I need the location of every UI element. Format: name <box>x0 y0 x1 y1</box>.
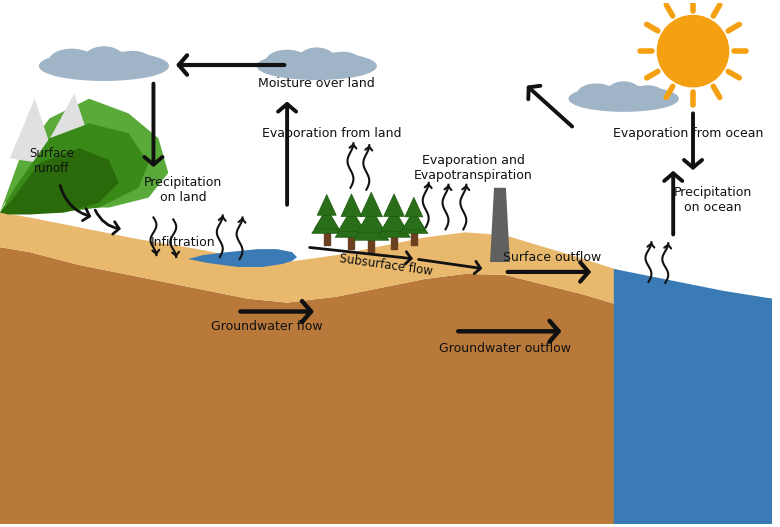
Polygon shape <box>360 192 382 217</box>
Polygon shape <box>338 209 365 231</box>
Polygon shape <box>44 94 94 156</box>
Text: Surface outflow: Surface outflow <box>503 250 601 264</box>
Ellipse shape <box>299 48 335 71</box>
Polygon shape <box>0 247 772 524</box>
Text: Groundwater outflow: Groundwater outflow <box>439 341 571 355</box>
Polygon shape <box>314 208 339 229</box>
Polygon shape <box>368 240 374 252</box>
Polygon shape <box>10 99 55 163</box>
Ellipse shape <box>631 86 664 105</box>
Text: Subsurface flow: Subsurface flow <box>339 252 434 278</box>
Text: Evaporation from land: Evaporation from land <box>262 127 402 140</box>
Ellipse shape <box>266 51 308 73</box>
Polygon shape <box>353 216 389 240</box>
Polygon shape <box>399 214 428 233</box>
Polygon shape <box>188 249 297 267</box>
Polygon shape <box>490 188 510 262</box>
Polygon shape <box>381 209 407 231</box>
Polygon shape <box>341 194 362 217</box>
Polygon shape <box>402 210 425 230</box>
Polygon shape <box>405 197 423 217</box>
Polygon shape <box>614 269 772 524</box>
Ellipse shape <box>113 52 151 73</box>
Text: Evaporation from ocean: Evaporation from ocean <box>613 127 764 140</box>
Polygon shape <box>335 214 368 237</box>
Polygon shape <box>411 233 417 245</box>
Polygon shape <box>349 237 354 249</box>
Ellipse shape <box>49 50 94 73</box>
Ellipse shape <box>257 53 376 80</box>
Ellipse shape <box>85 47 123 71</box>
Polygon shape <box>0 148 119 214</box>
Text: Precipitation
on land: Precipitation on land <box>144 175 222 204</box>
Polygon shape <box>317 194 336 215</box>
Ellipse shape <box>608 82 640 103</box>
Polygon shape <box>0 123 148 212</box>
Text: Evaporation and
Evapotranspiration: Evaporation and Evapotranspiration <box>414 154 533 182</box>
Circle shape <box>658 15 729 87</box>
Polygon shape <box>384 194 404 217</box>
Polygon shape <box>378 214 410 237</box>
Text: Moisture over land: Moisture over land <box>258 77 375 90</box>
Text: Infiltration: Infiltration <box>151 236 215 249</box>
Ellipse shape <box>569 86 678 111</box>
Text: Groundwater flow: Groundwater flow <box>211 320 323 333</box>
Text: Surface
runoff: Surface runoff <box>29 147 74 175</box>
Polygon shape <box>312 212 342 233</box>
Ellipse shape <box>577 84 615 105</box>
Polygon shape <box>0 212 772 329</box>
Text: Precipitation
on ocean: Precipitation on ocean <box>674 186 752 213</box>
Polygon shape <box>391 237 397 249</box>
Ellipse shape <box>325 52 361 72</box>
Polygon shape <box>356 208 386 233</box>
Polygon shape <box>324 233 330 245</box>
Ellipse shape <box>40 52 168 80</box>
Polygon shape <box>0 99 168 212</box>
